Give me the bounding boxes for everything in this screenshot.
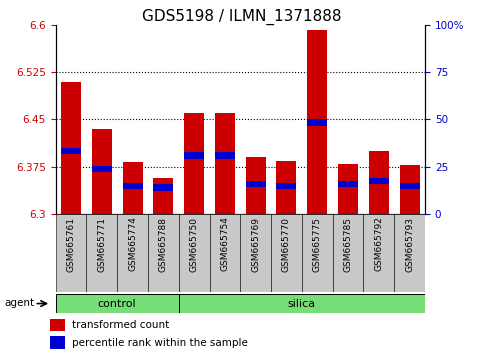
FancyBboxPatch shape [117, 214, 148, 292]
Text: GSM665788: GSM665788 [159, 217, 168, 272]
FancyBboxPatch shape [179, 214, 210, 292]
Text: GSM665771: GSM665771 [97, 217, 106, 272]
FancyBboxPatch shape [271, 214, 302, 292]
Bar [50, 319, 65, 331]
Text: percentile rank within the sample: percentile rank within the sample [72, 338, 248, 348]
FancyBboxPatch shape [210, 214, 240, 292]
FancyBboxPatch shape [148, 214, 179, 292]
Bar [276, 183, 297, 189]
Bar [61, 148, 81, 154]
Bar [61, 81, 81, 214]
Bar [307, 30, 327, 214]
Bar [92, 129, 112, 214]
Text: GSM665761: GSM665761 [67, 217, 75, 272]
FancyBboxPatch shape [364, 214, 394, 292]
FancyBboxPatch shape [302, 214, 333, 292]
Bar [246, 158, 266, 214]
Text: silica: silica [288, 298, 316, 309]
Bar [215, 113, 235, 214]
Text: GSM665785: GSM665785 [343, 217, 353, 272]
Bar [369, 151, 389, 214]
Text: agent: agent [4, 298, 35, 308]
Bar [184, 152, 204, 159]
Bar [399, 165, 420, 214]
Text: transformed count: transformed count [72, 320, 170, 330]
Text: GSM665750: GSM665750 [190, 217, 199, 272]
Text: control: control [98, 298, 136, 309]
Bar [276, 160, 297, 214]
Bar [184, 113, 204, 214]
FancyBboxPatch shape [86, 214, 117, 292]
Bar [92, 166, 112, 172]
Text: GSM665754: GSM665754 [220, 217, 229, 272]
Bar [50, 336, 65, 349]
Bar [338, 164, 358, 214]
Text: GSM665793: GSM665793 [405, 217, 414, 272]
Bar [369, 178, 389, 184]
Bar [307, 119, 327, 126]
Text: GSM665770: GSM665770 [282, 217, 291, 272]
Bar [215, 152, 235, 159]
Text: GSM665775: GSM665775 [313, 217, 322, 272]
FancyBboxPatch shape [56, 214, 86, 292]
Text: GSM665769: GSM665769 [251, 217, 260, 272]
Bar [338, 181, 358, 187]
FancyBboxPatch shape [179, 294, 425, 313]
Text: GDS5198 / ILMN_1371888: GDS5198 / ILMN_1371888 [142, 9, 341, 25]
Bar [399, 183, 420, 189]
FancyBboxPatch shape [56, 294, 179, 313]
FancyBboxPatch shape [333, 214, 364, 292]
Bar [153, 184, 173, 191]
Bar [123, 162, 142, 214]
Text: GSM665792: GSM665792 [374, 217, 384, 272]
FancyBboxPatch shape [394, 214, 425, 292]
FancyBboxPatch shape [240, 214, 271, 292]
Text: GSM665774: GSM665774 [128, 217, 137, 272]
Bar [123, 183, 142, 189]
Bar [153, 178, 173, 214]
Bar [246, 181, 266, 187]
